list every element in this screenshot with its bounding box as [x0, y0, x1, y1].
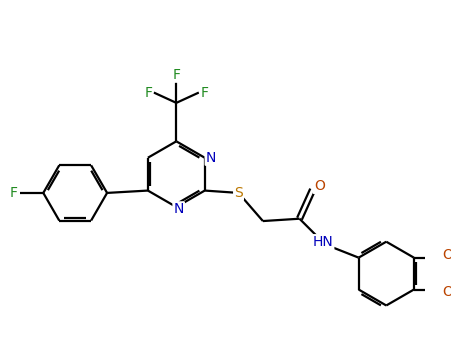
Text: HN: HN	[312, 235, 332, 249]
Text: O: O	[313, 179, 324, 193]
Text: F: F	[144, 85, 152, 100]
Text: N: N	[205, 151, 216, 165]
Text: F: F	[9, 186, 17, 200]
Text: O: O	[441, 285, 451, 299]
Text: O: O	[441, 248, 451, 262]
Text: N: N	[173, 202, 184, 216]
Text: F: F	[200, 85, 208, 100]
Text: F: F	[172, 68, 180, 82]
Text: S: S	[234, 186, 242, 200]
